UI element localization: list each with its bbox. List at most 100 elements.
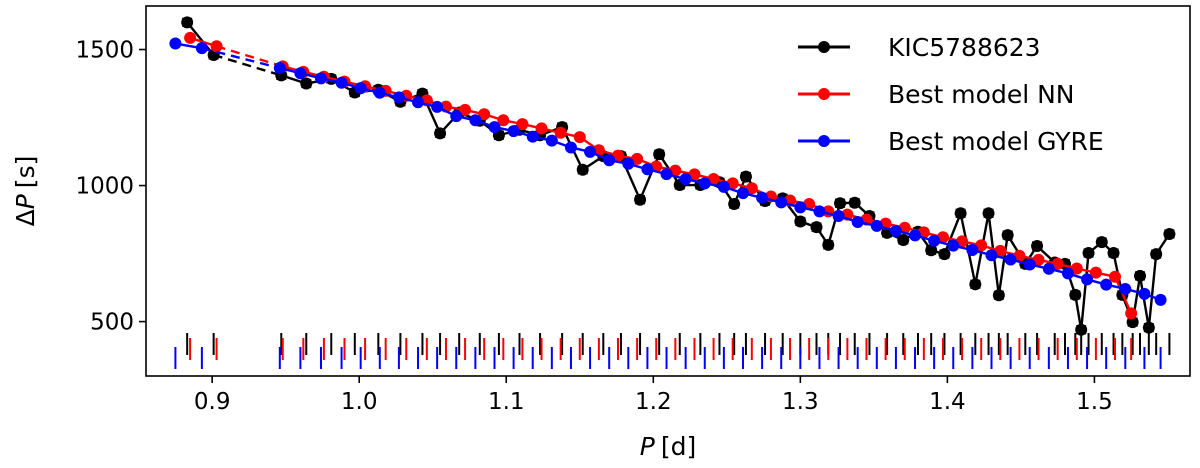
data-point — [1100, 278, 1113, 291]
data-point — [210, 40, 223, 53]
data-point — [928, 234, 941, 247]
series-nn — [184, 31, 1138, 320]
data-point — [1004, 253, 1017, 266]
data-point — [775, 196, 788, 209]
plot-frame — [145, 5, 1191, 377]
data-point — [739, 170, 752, 183]
series-line-segment — [213, 53, 282, 77]
chart-marks — [169, 16, 1176, 369]
data-point — [985, 249, 998, 262]
data-point — [653, 148, 666, 161]
data-point — [603, 154, 616, 167]
data-point — [822, 238, 835, 251]
data-point — [1070, 262, 1083, 275]
data-point — [526, 130, 539, 143]
series-line-segment — [216, 45, 284, 68]
data-point — [832, 210, 845, 223]
data-point — [1061, 267, 1074, 280]
series-line-segment — [1113, 276, 1133, 314]
data-point — [584, 145, 597, 158]
x-axis-label-unit: [d] — [661, 432, 696, 461]
data-point — [373, 86, 386, 99]
data-point — [1032, 253, 1045, 266]
data-point — [1051, 257, 1064, 270]
data-point — [294, 67, 307, 80]
data-point — [745, 182, 758, 195]
legend-label-kic: KIC5788623 — [888, 33, 1041, 62]
period-markers-kic — [186, 333, 1171, 355]
data-point — [992, 289, 1005, 302]
data-point — [554, 126, 567, 139]
series-line-segment — [1138, 275, 1151, 328]
legend-marker-gyre — [818, 135, 830, 147]
data-point — [459, 103, 472, 116]
data-point — [736, 187, 749, 200]
data-point — [717, 180, 730, 193]
period-markers-nn — [189, 338, 1133, 360]
x-tick-label: 1.0 — [341, 389, 378, 415]
data-point — [848, 196, 861, 209]
data-point — [488, 121, 501, 134]
data-point — [834, 197, 847, 210]
x-tick-label: 1.1 — [488, 389, 525, 415]
data-point — [688, 168, 701, 181]
data-point — [909, 229, 922, 242]
y-axis-label-symbol: P — [11, 193, 40, 209]
data-point — [889, 224, 902, 237]
data-point — [392, 91, 405, 104]
series-line-segment — [1147, 253, 1158, 328]
data-point — [969, 278, 982, 291]
data-point — [1119, 282, 1132, 295]
data-point — [1031, 239, 1044, 252]
data-point — [925, 244, 938, 257]
y-axis-label: ΔP [s] — [11, 156, 40, 227]
data-point — [516, 118, 529, 131]
data-point — [335, 76, 348, 89]
data-point — [813, 205, 826, 218]
data-point — [450, 110, 463, 123]
data-point — [545, 134, 558, 147]
data-point — [870, 219, 883, 232]
legend-label-gyre: Best model GYRE — [888, 127, 1104, 156]
data-point — [314, 72, 327, 85]
series-gyre — [169, 37, 1167, 306]
data-point — [1150, 248, 1163, 261]
data-point — [478, 108, 491, 121]
data-point — [947, 239, 960, 252]
data-point — [794, 215, 807, 228]
data-point — [966, 244, 979, 257]
data-point — [181, 16, 194, 29]
data-point — [169, 37, 182, 50]
y-tick-label: 1000 — [75, 174, 134, 200]
x-tick-label: 1.5 — [1076, 389, 1113, 415]
data-point — [573, 131, 586, 144]
x-axis-label: P [d] — [640, 432, 696, 461]
data-point — [1082, 247, 1095, 260]
data-point — [1075, 323, 1088, 336]
legend-entry-kic: KIC5788623 — [798, 33, 1041, 62]
x-tick-label: 1.3 — [782, 389, 819, 415]
data-point — [431, 100, 444, 113]
data-point — [535, 122, 548, 135]
x-tick-label: 1.2 — [635, 389, 672, 415]
x-axis-label-symbol: P — [640, 432, 656, 461]
data-point — [1001, 229, 1014, 242]
data-point — [497, 114, 510, 127]
series-line-segment — [201, 47, 281, 70]
data-point — [1089, 266, 1102, 279]
data-point — [1142, 321, 1155, 334]
data-point — [576, 163, 589, 176]
axis-ticks: 0.9 1.0 1.1 1.2 1.3 1.4 1.5 500 1000 1500 — [75, 38, 1112, 415]
data-point — [982, 207, 995, 220]
data-point — [1081, 273, 1094, 286]
data-point — [469, 114, 482, 127]
data-point — [412, 96, 425, 109]
data-point — [1154, 293, 1167, 306]
data-point — [679, 173, 692, 186]
data-point — [851, 216, 864, 229]
legend-marker-kic — [818, 41, 830, 53]
data-point — [794, 201, 807, 214]
data-point — [641, 163, 654, 176]
data-point — [631, 152, 644, 165]
legend-label-nn: Best model NN — [888, 80, 1075, 109]
